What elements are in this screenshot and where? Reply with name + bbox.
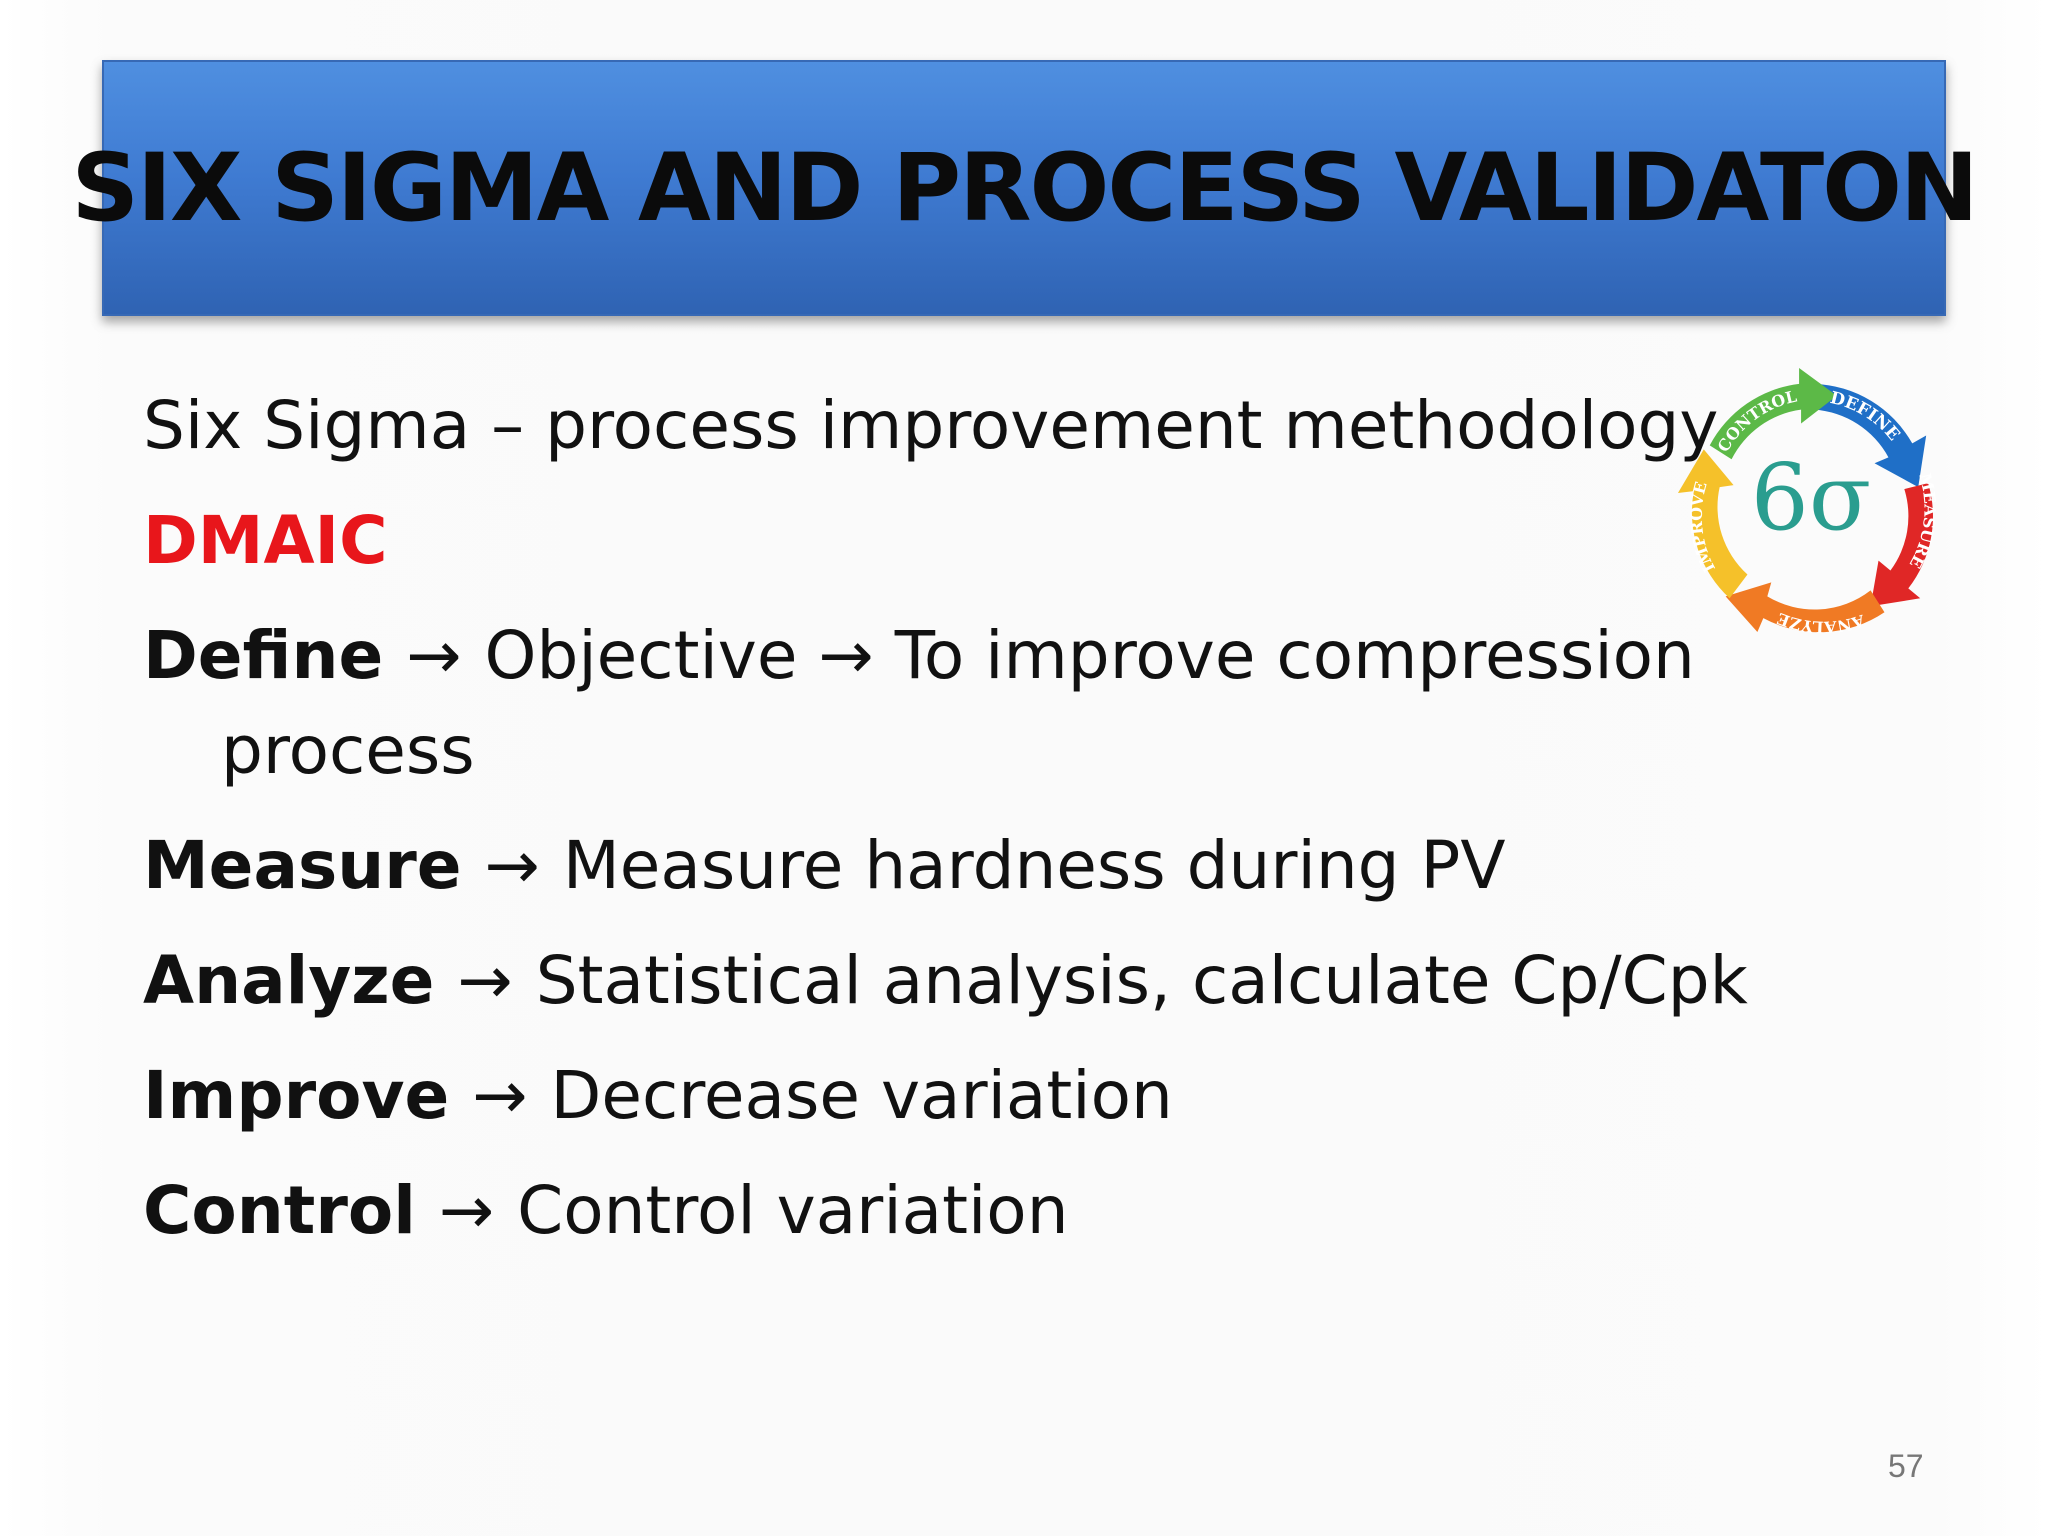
arrow-icon: →: [472, 1057, 528, 1134]
intro-line: Six Sigma – process improvement methodol…: [143, 387, 1719, 464]
step-term: Define: [143, 617, 384, 694]
arrow-icon: →: [457, 942, 513, 1019]
slide-body: Six Sigma – process improvement methodol…: [143, 378, 1748, 1278]
step-define-continued: process: [221, 712, 475, 789]
step-analyze: Analyze → Statistical analysis, calculat…: [143, 933, 1748, 1029]
step-detail: Statistical analysis, calculate Cp/Cpk: [535, 942, 1748, 1019]
arrow-icon: →: [438, 1172, 495, 1249]
step-control: Control → Control variation: [143, 1163, 1703, 1259]
define-label: DEFINE: [1828, 387, 1904, 444]
step-term: Control: [143, 1172, 416, 1249]
step-detail: Control variation: [517, 1172, 1069, 1249]
six-sigma-symbol: 6σ: [1751, 444, 1871, 551]
step-detail: Decrease variation: [550, 1057, 1173, 1134]
step-measure: Measure → Measure hardness during PV: [143, 818, 1703, 914]
step-detail: Measure hardness during PV: [562, 827, 1506, 904]
arrow-icon: →: [484, 827, 540, 904]
page-number: 57: [1888, 1448, 1924, 1484]
analyze-segment: [1725, 582, 1885, 633]
dmaic-cycle-logo: DEFINE MEASURE ANALYZE IMPROVE CONTROL 6…: [1677, 367, 1939, 637]
slide-title: SIX SIGMA AND PROCESS VALIDATON: [71, 133, 1978, 243]
step-term: Improve: [143, 1057, 450, 1134]
step-improve: Improve → Decrease variation: [143, 1048, 1703, 1144]
improve-segment: [1677, 449, 1748, 599]
define-segment: [1813, 383, 1927, 488]
step-term: Analyze: [143, 942, 435, 1019]
control-segment: [1709, 367, 1837, 460]
title-banner: SIX SIGMA AND PROCESS VALIDATON: [71, 60, 1979, 316]
dmaic-acronym: DMAIC: [143, 502, 388, 579]
arrow-icon: →: [406, 617, 462, 694]
acronym-line: DMAIC: [143, 493, 1703, 589]
step-detail: Objective → To improve compression: [484, 617, 1695, 694]
step-term: Measure: [143, 827, 462, 904]
step-define: Define → Objective → To improve compress…: [143, 608, 1703, 704]
measure-segment: [1870, 483, 1933, 607]
